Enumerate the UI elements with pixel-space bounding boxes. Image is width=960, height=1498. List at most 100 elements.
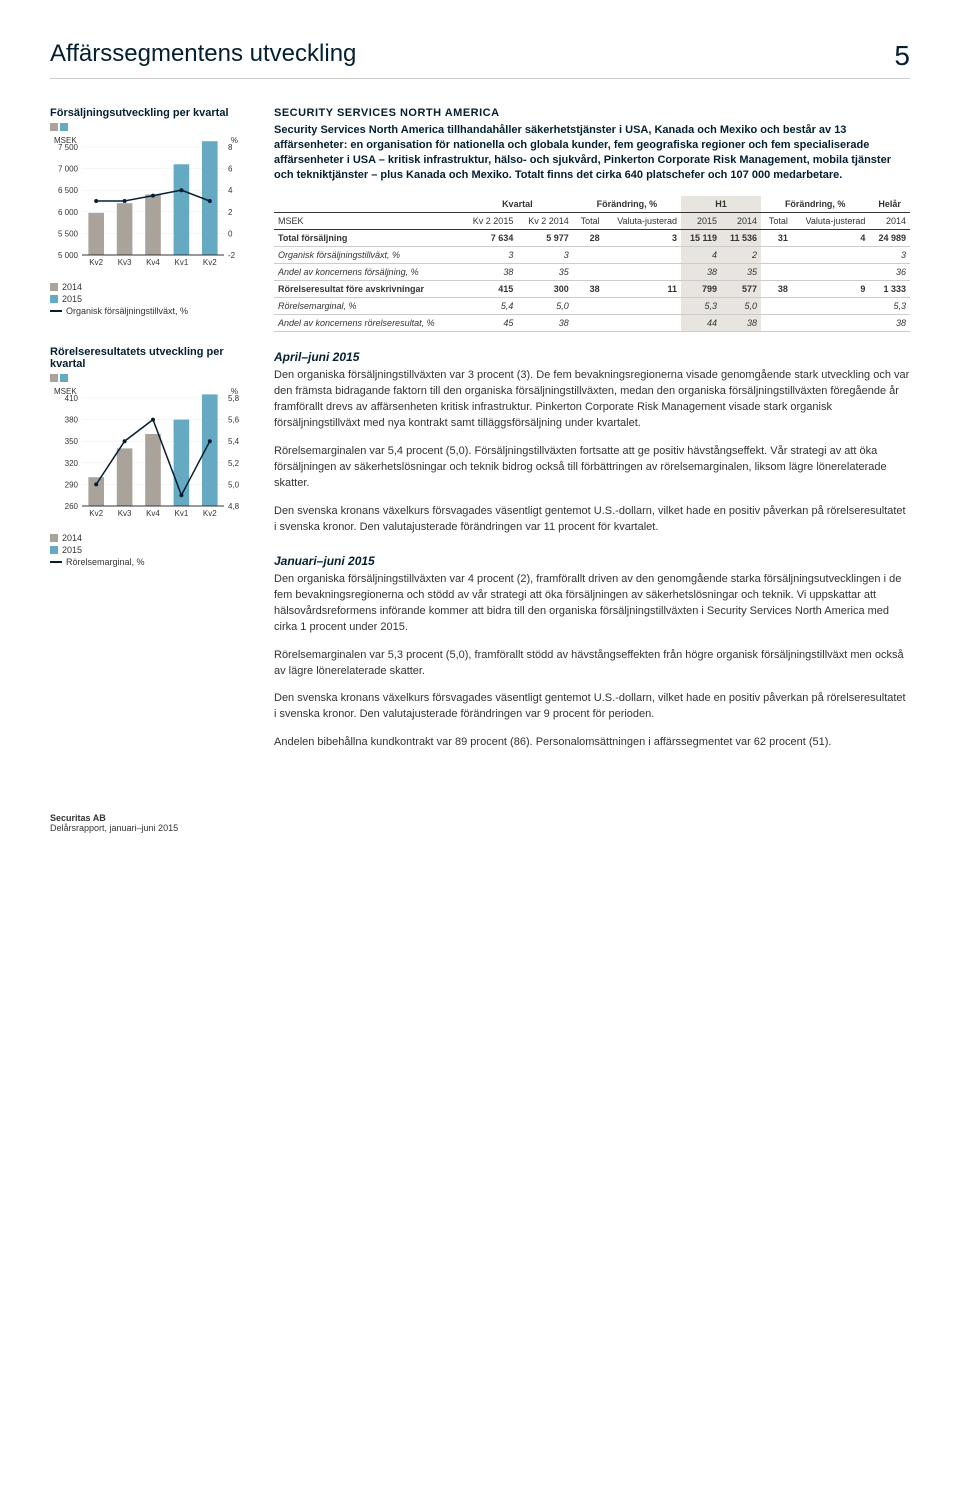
table-header: Förändring, % bbox=[573, 196, 681, 213]
page-number: 5 bbox=[894, 40, 910, 72]
table-header: Förändring, % bbox=[761, 196, 869, 213]
svg-text:380: 380 bbox=[65, 416, 79, 425]
main-content: SECURITY SERVICES NORTH AMERICA Security… bbox=[274, 107, 910, 763]
svg-text:2: 2 bbox=[228, 208, 233, 217]
footer-company: Securitas AB bbox=[50, 813, 910, 823]
table-subheader: 2014 bbox=[721, 213, 761, 230]
table-row: Rörelsemarginal, %5,45,05,35,05,3 bbox=[274, 298, 910, 315]
table-cell bbox=[761, 247, 792, 264]
svg-text:Kv2: Kv2 bbox=[203, 258, 217, 267]
table-cell bbox=[604, 298, 681, 315]
table-cell: 38 bbox=[462, 264, 517, 281]
sales-chart-legend: 2014 2015 Organisk försäljningstillväxt,… bbox=[50, 282, 250, 316]
legend-swatch-icon bbox=[50, 534, 58, 542]
svg-text:6 500: 6 500 bbox=[58, 186, 79, 195]
table-cell: 35 bbox=[517, 264, 572, 281]
table-cell: 24 989 bbox=[869, 230, 910, 247]
legend-label: 2015 bbox=[62, 294, 82, 304]
table-cell: 3 bbox=[604, 230, 681, 247]
table-cell: 300 bbox=[517, 281, 572, 298]
page-header: Affärssegmentens utveckling 5 bbox=[50, 40, 910, 79]
sidebar-charts: Försäljningsutveckling per kvartal MSEK%… bbox=[50, 107, 250, 763]
table-subheader: Total bbox=[573, 213, 604, 230]
table-cell: Rörelsemarginal, % bbox=[274, 298, 462, 315]
svg-text:6: 6 bbox=[228, 165, 233, 174]
sales-chart-title: Försäljningsutveckling per kvartal bbox=[50, 107, 250, 119]
table-cell: 3 bbox=[869, 247, 910, 264]
body-paragraph: Rörelsemarginalen var 5,4 procent (5,0).… bbox=[274, 444, 910, 492]
table-subheader: MSEK bbox=[274, 213, 462, 230]
table-cell: 35 bbox=[721, 264, 761, 281]
page-footer: Securitas AB Delårsrapport, januari–juni… bbox=[50, 813, 910, 833]
table-cell: 38 bbox=[517, 315, 572, 332]
table-cell: 11 536 bbox=[721, 230, 761, 247]
table-cell bbox=[604, 247, 681, 264]
svg-text:Kv1: Kv1 bbox=[175, 258, 189, 267]
sales-chart-svg: MSEK%5 0005 5006 0006 5007 0007 500-2024… bbox=[50, 133, 250, 273]
table-cell: 38 bbox=[681, 264, 721, 281]
table-subheader: Total bbox=[761, 213, 792, 230]
svg-text:5,6: 5,6 bbox=[228, 416, 240, 425]
table-cell: Andel av koncernens rörelseresultat, % bbox=[274, 315, 462, 332]
table-header: Kvartal bbox=[462, 196, 573, 213]
table-cell: 799 bbox=[681, 281, 721, 298]
body-paragraph: Den svenska kronans växelkurs försvagade… bbox=[274, 691, 910, 723]
table-cell: 45 bbox=[462, 315, 517, 332]
subheading-april: April–juni 2015 bbox=[274, 350, 910, 364]
table-row: Organisk försäljningstillväxt, %33423 bbox=[274, 247, 910, 264]
svg-text:8: 8 bbox=[228, 143, 233, 152]
legend-line-icon bbox=[50, 310, 62, 312]
table-subheader: Kv 2 2015 bbox=[462, 213, 517, 230]
svg-text:4,8: 4,8 bbox=[228, 502, 240, 511]
margin-chart-title: Rörelseresultatets utveckling per kvarta… bbox=[50, 346, 250, 370]
svg-text:Kv3: Kv3 bbox=[118, 258, 132, 267]
svg-text:7 500: 7 500 bbox=[58, 143, 79, 152]
table-cell: Organisk försäljningstillväxt, % bbox=[274, 247, 462, 264]
table-cell: Total försäljning bbox=[274, 230, 462, 247]
table-cell: 15 119 bbox=[681, 230, 721, 247]
table-cell bbox=[604, 264, 681, 281]
table-cell: 5,4 bbox=[462, 298, 517, 315]
body-paragraph: Den organiska försäljningstillväxten var… bbox=[274, 368, 910, 432]
table-cell bbox=[792, 247, 869, 264]
legend-swatch-icon bbox=[50, 283, 58, 291]
legend-squares-icon bbox=[50, 123, 250, 131]
table-cell bbox=[761, 315, 792, 332]
margin-chart-legend: 2014 2015 Rörelsemarginal, % bbox=[50, 533, 250, 567]
table-cell: 5,3 bbox=[869, 298, 910, 315]
table-cell: 38 bbox=[761, 281, 792, 298]
svg-text:0: 0 bbox=[228, 229, 233, 238]
svg-text:5 000: 5 000 bbox=[58, 251, 79, 260]
table-cell: 5,0 bbox=[721, 298, 761, 315]
svg-text:Kv1: Kv1 bbox=[175, 509, 189, 518]
table-cell: Rörelseresultat före avskrivningar bbox=[274, 281, 462, 298]
table-cell: 3 bbox=[517, 247, 572, 264]
table-subheader: 2015 bbox=[681, 213, 721, 230]
intro-paragraph: Security Services North America tillhand… bbox=[274, 123, 910, 182]
body-paragraph: Den organiska försäljningstillväxten var… bbox=[274, 572, 910, 636]
table-cell bbox=[761, 298, 792, 315]
table-cell: 3 bbox=[462, 247, 517, 264]
legend-label: Rörelsemarginal, % bbox=[66, 557, 145, 567]
svg-text:Kv3: Kv3 bbox=[118, 509, 132, 518]
svg-text:5 500: 5 500 bbox=[58, 229, 79, 238]
table-cell: 1 333 bbox=[869, 281, 910, 298]
table-header bbox=[274, 196, 462, 213]
table-cell bbox=[761, 264, 792, 281]
table-cell: 5 977 bbox=[517, 230, 572, 247]
table-cell: 38 bbox=[721, 315, 761, 332]
table-row: Andel av koncernens försäljning, %383538… bbox=[274, 264, 910, 281]
table-header: H1 bbox=[681, 196, 761, 213]
margin-chart: Rörelseresultatets utveckling per kvarta… bbox=[50, 346, 250, 567]
svg-text:Kv4: Kv4 bbox=[146, 258, 160, 267]
table-row: Andel av koncernens rörelseresultat, %45… bbox=[274, 315, 910, 332]
svg-text:4: 4 bbox=[228, 186, 233, 195]
table-cell: 38 bbox=[869, 315, 910, 332]
sales-chart: Försäljningsutveckling per kvartal MSEK%… bbox=[50, 107, 250, 316]
legend-line-icon bbox=[50, 561, 62, 563]
table-header: Helår bbox=[869, 196, 910, 213]
table-cell: 577 bbox=[721, 281, 761, 298]
svg-text:-2: -2 bbox=[228, 251, 236, 260]
body-paragraph: Den svenska kronans växelkurs försvagade… bbox=[274, 504, 910, 536]
svg-text:290: 290 bbox=[65, 480, 79, 489]
